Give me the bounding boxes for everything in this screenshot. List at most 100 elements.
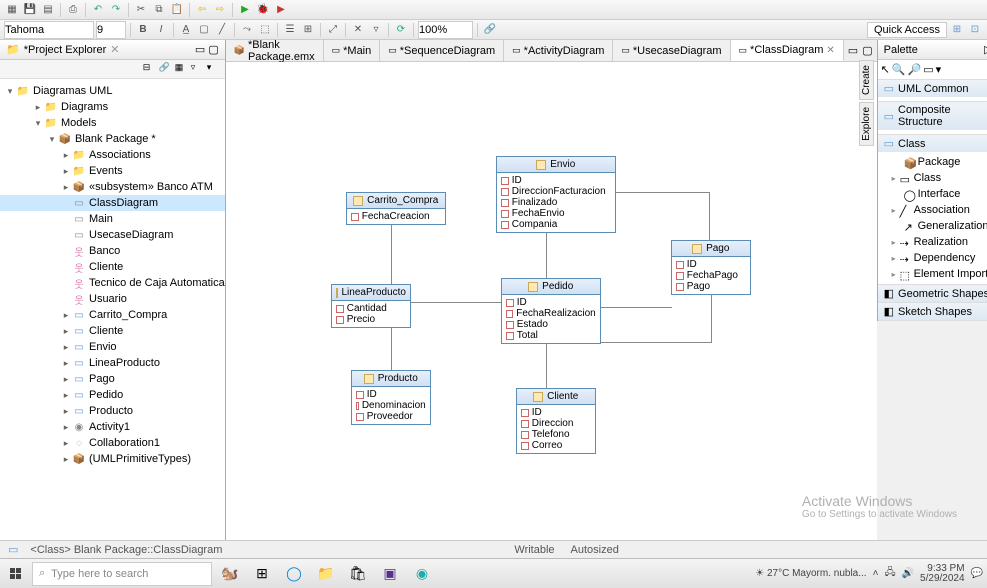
palette-sketch-section[interactable]: ◧Sketch Shapes bbox=[878, 303, 987, 321]
uml-association-line[interactable] bbox=[709, 192, 710, 240]
maximize-editor-icon[interactable]: ▢ bbox=[862, 44, 872, 57]
tree-node[interactable]: ▸▭Pedido bbox=[0, 387, 225, 403]
tree-node[interactable]: 웃Tecnico de Caja Automatica bbox=[0, 275, 225, 291]
tree-node[interactable]: ▸▭Carrito_Compra bbox=[0, 307, 225, 323]
fontcolor-icon[interactable]: A̲ bbox=[178, 22, 194, 38]
tree-node[interactable]: 웃Banco bbox=[0, 243, 225, 259]
store-icon[interactable]: 🛍 bbox=[344, 560, 372, 588]
tree-node[interactable]: ▸▭Envio bbox=[0, 339, 225, 355]
tree-node[interactable]: ▸▭Pago bbox=[0, 371, 225, 387]
minimize-icon[interactable]: ▭ bbox=[195, 44, 205, 56]
taskbar-search[interactable]: ⌕ Type here to search bbox=[32, 562, 212, 586]
focus-icon[interactable]: ▦ bbox=[175, 62, 189, 76]
router-icon[interactable]: ⤳ bbox=[239, 22, 255, 38]
tree-node[interactable]: ▸▭Cliente bbox=[0, 323, 225, 339]
linecolor-icon[interactable]: ╱ bbox=[214, 22, 230, 38]
close-icon[interactable]: ✕ bbox=[826, 45, 834, 56]
collapse-icon[interactable]: ⊟ bbox=[143, 62, 157, 76]
zoom-in-icon[interactable]: 🔍 bbox=[892, 63, 906, 76]
uml-association-line[interactable] bbox=[600, 307, 672, 308]
pointer-icon[interactable]: ↖ bbox=[881, 63, 890, 76]
align-icon[interactable]: ☰ bbox=[282, 22, 298, 38]
quick-access-button[interactable]: Quick Access bbox=[867, 22, 947, 38]
link-icon[interactable]: 🔗 bbox=[482, 22, 498, 38]
uml-association-line[interactable] bbox=[546, 340, 547, 388]
apply-icon[interactable]: ⟳ bbox=[393, 22, 409, 38]
uml-association-line[interactable] bbox=[598, 342, 712, 343]
palette-menu-icon[interactable]: ▾ bbox=[936, 63, 942, 76]
uml-association-line[interactable] bbox=[409, 302, 503, 303]
arrange-icon[interactable]: ⊞ bbox=[300, 22, 316, 38]
tree-node[interactable]: ▸📁Associations bbox=[0, 147, 225, 163]
tree-node[interactable]: ▸▭LineaProducto bbox=[0, 355, 225, 371]
uml-association-line[interactable] bbox=[546, 229, 547, 279]
note-icon[interactable]: ▭ bbox=[923, 63, 933, 76]
filter-icon[interactable]: ▿ bbox=[368, 22, 384, 38]
uml-class[interactable]: ClienteIDDireccionTelefonoCorreo bbox=[516, 388, 596, 454]
maximize-icon[interactable]: ▢ bbox=[208, 44, 218, 56]
undo-icon[interactable]: ↶ bbox=[90, 2, 106, 18]
new-icon[interactable]: ▦ bbox=[4, 2, 20, 18]
palette-item[interactable]: ▸▭Class bbox=[878, 170, 987, 186]
palette-item[interactable]: ◯Interface bbox=[878, 186, 987, 202]
saveall-icon[interactable]: ▤ bbox=[40, 2, 56, 18]
tree-node[interactable]: ▸📦(UMLPrimitiveTypes) bbox=[0, 451, 225, 467]
zoom-combo[interactable] bbox=[418, 21, 473, 39]
tree-node[interactable]: 웃Cliente bbox=[0, 259, 225, 275]
uml-class[interactable]: Carrito_CompraFechaCreacion bbox=[346, 192, 446, 225]
palette-item[interactable]: ▸⇢Dependency bbox=[878, 250, 987, 266]
nav-fwd-icon[interactable]: ⇨ bbox=[212, 2, 228, 18]
network-icon[interactable]: 🖧 bbox=[884, 565, 895, 582]
link-editor-icon[interactable]: 🔗 bbox=[159, 62, 173, 76]
minimize-editor-icon[interactable]: ▭ bbox=[848, 44, 858, 57]
uml-class[interactable]: PedidoIDFechaRealizacionEstadoTotal bbox=[501, 278, 601, 344]
fillcolor-icon[interactable]: ▢ bbox=[196, 22, 212, 38]
tree-node[interactable]: ▸📁Diagrams bbox=[0, 99, 225, 115]
editor-tab[interactable]: ▭*SequenceDiagram bbox=[380, 40, 504, 61]
chevron-up-icon[interactable]: ˄ bbox=[873, 568, 879, 579]
tree-node[interactable]: ▭ClassDiagram bbox=[0, 195, 225, 211]
tree-node[interactable]: 웃Usuario bbox=[0, 291, 225, 307]
debug-icon[interactable]: 🐞 bbox=[255, 2, 271, 18]
tree-root[interactable]: ▾ 📁 Diagramas UML bbox=[0, 83, 225, 99]
print-icon[interactable]: ⎙ bbox=[65, 2, 81, 18]
nav-back-icon[interactable]: ⇦ bbox=[194, 2, 210, 18]
zoom-out-icon[interactable]: 🔎 bbox=[908, 63, 922, 76]
tree-node[interactable]: ▸◌Collaboration1 bbox=[0, 435, 225, 451]
redo-icon[interactable]: ↷ bbox=[108, 2, 124, 18]
perspective2-icon[interactable]: ⊡ bbox=[967, 22, 983, 38]
cortana-icon[interactable]: 🐿️ bbox=[216, 560, 244, 588]
bold-icon[interactable]: B bbox=[135, 22, 151, 38]
tree-node[interactable]: ▸◉Activity1 bbox=[0, 419, 225, 435]
uml-association-line[interactable] bbox=[391, 323, 392, 371]
edge-icon[interactable]: ◯ bbox=[280, 560, 308, 588]
app-icon[interactable]: ▣ bbox=[376, 560, 404, 588]
paste-icon[interactable]: 📋 bbox=[169, 2, 185, 18]
start-button[interactable] bbox=[4, 562, 28, 586]
section-header[interactable]: ▭Composite Structure bbox=[878, 102, 987, 130]
fontsize-combo[interactable] bbox=[96, 21, 126, 39]
copy-icon[interactable]: ⧉ bbox=[151, 2, 167, 18]
tree-node[interactable]: ▾📁Models bbox=[0, 115, 225, 131]
palette-item[interactable]: ▸⬚Element Import bbox=[878, 266, 987, 282]
save-icon[interactable]: 💾 bbox=[22, 2, 38, 18]
uml-class[interactable]: LineaProductoCantidadPrecio bbox=[331, 284, 411, 328]
cut-icon[interactable]: ✂ bbox=[133, 2, 149, 18]
section-header[interactable]: ▭Class bbox=[878, 135, 987, 152]
volume-icon[interactable]: 🔊 bbox=[902, 568, 914, 579]
explorer-close-icon[interactable]: ✕ bbox=[110, 43, 119, 56]
taskview-icon[interactable]: ⊞ bbox=[248, 560, 276, 588]
editor-tab[interactable]: ▭*ClassDiagram✕ bbox=[731, 40, 844, 61]
palette-item[interactable]: ↗Generalization bbox=[878, 218, 987, 234]
explorer-tree[interactable]: ▾ 📁 Diagramas UML ▸📁Diagrams▾📁Models▾📦Bl… bbox=[0, 79, 225, 540]
run-icon[interactable]: ▶ bbox=[237, 2, 253, 18]
uml-class[interactable]: EnvioIDDireccionFacturacionFinalizadoFec… bbox=[496, 156, 616, 233]
uml-association-line[interactable] bbox=[391, 220, 392, 286]
uml-class[interactable]: PagoIDFechaPagoPago bbox=[671, 240, 751, 295]
palette-item[interactable]: ▸╱Association bbox=[878, 202, 987, 218]
palette-item[interactable]: ▸⇢Realization bbox=[878, 234, 987, 250]
uml-association-line[interactable] bbox=[614, 192, 709, 193]
diagram-canvas[interactable]: Carrito_CompraFechaCreacion LineaProducto… bbox=[226, 62, 877, 540]
uml-association-line[interactable] bbox=[711, 294, 712, 342]
filter-tree-icon[interactable]: ▿ bbox=[191, 62, 205, 76]
